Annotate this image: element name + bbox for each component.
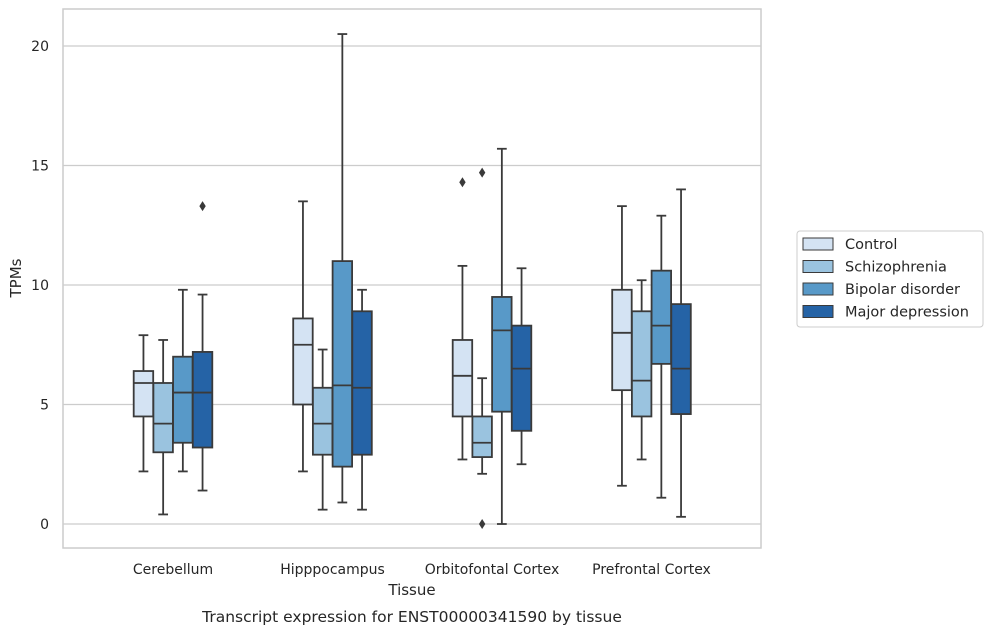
legend-label: Schizophrenia <box>845 260 947 276</box>
box-schizophrenia-1 <box>311 348 334 511</box>
x-tick-label: Hipppocampus <box>280 562 385 578</box>
legend-swatch <box>802 282 834 296</box>
legend: Control Schizophrenia Bipolar disorder Majo… <box>796 230 984 328</box>
box-body <box>451 339 474 418</box>
box-control-2 <box>451 177 474 461</box>
box-schizophrenia-3 <box>631 279 653 461</box>
box-schizophrenia-2 <box>471 167 493 529</box>
boxes-layer <box>132 33 692 529</box>
outlier-point <box>199 201 206 212</box>
y-tick-label: 5 <box>40 398 49 414</box>
legend-frame <box>796 230 984 328</box>
outlier-point <box>478 519 486 529</box>
box-body <box>631 310 653 418</box>
y-tick-label: 0 <box>40 517 49 533</box>
x-axis-ticks: Cerebellum Hipppocampus Orbitofontal Corte… <box>133 562 711 578</box>
box-body <box>191 351 214 449</box>
legend-swatch <box>802 260 834 273</box>
box-major-depression-3 <box>670 188 692 518</box>
legend-swatch <box>802 305 834 318</box>
box-bipolar-disorder-3 <box>650 214 672 499</box>
box-body <box>311 386 334 456</box>
box-body <box>650 269 672 365</box>
x-tick-label: Prefrontal Cortex <box>592 562 711 578</box>
box-body <box>510 324 533 432</box>
legend-label: Major depression <box>845 305 969 321</box>
legend-label: Control <box>845 237 897 253</box>
legend-label: Bipolar disorder <box>845 282 960 298</box>
box-body <box>172 355 194 444</box>
x-tick-label: Orbitofontal Cortex <box>425 562 560 578</box>
box-bipolar-disorder-2 <box>491 147 513 525</box>
legend-swatch <box>802 237 834 251</box>
x-tick-label: Cerebellum <box>133 562 213 578</box>
chart-title: Transcript expression for ENST0000034159… <box>201 608 622 626</box>
x-axis-label: Tissue <box>387 581 435 599</box>
box-major-depression-0 <box>191 201 214 492</box>
box-control-0 <box>132 334 155 473</box>
box-body <box>670 303 692 415</box>
box-body <box>331 260 354 468</box>
box-body <box>471 415 493 458</box>
box-body <box>351 310 373 456</box>
y-axis-label: TPMs <box>7 258 25 298</box>
box-bipolar-disorder-1 <box>331 33 354 504</box>
y-tick-label: 15 <box>31 159 49 175</box>
box-schizophrenia-0 <box>152 339 174 516</box>
box-body <box>132 370 155 418</box>
box-body <box>611 288 633 392</box>
box-control-1 <box>292 200 314 473</box>
y-axis-ticks: 0 5 10 15 20 <box>31 39 49 533</box>
box-control-3 <box>611 205 633 487</box>
legend-items: Control Schizophrenia Bipolar disorder Majo… <box>802 237 969 321</box>
box-body <box>491 296 513 413</box>
box-bipolar-disorder-0 <box>172 288 194 473</box>
box-major-depression-2 <box>510 267 533 466</box>
box-body <box>292 317 314 406</box>
y-tick-label: 20 <box>31 39 49 55</box>
box-body <box>152 382 174 454</box>
plot-frame <box>62 8 762 549</box>
outlier-point <box>478 167 486 178</box>
y-tick-label: 10 <box>31 278 49 294</box>
outlier-point <box>459 177 466 188</box>
box-major-depression-1 <box>351 288 373 511</box>
